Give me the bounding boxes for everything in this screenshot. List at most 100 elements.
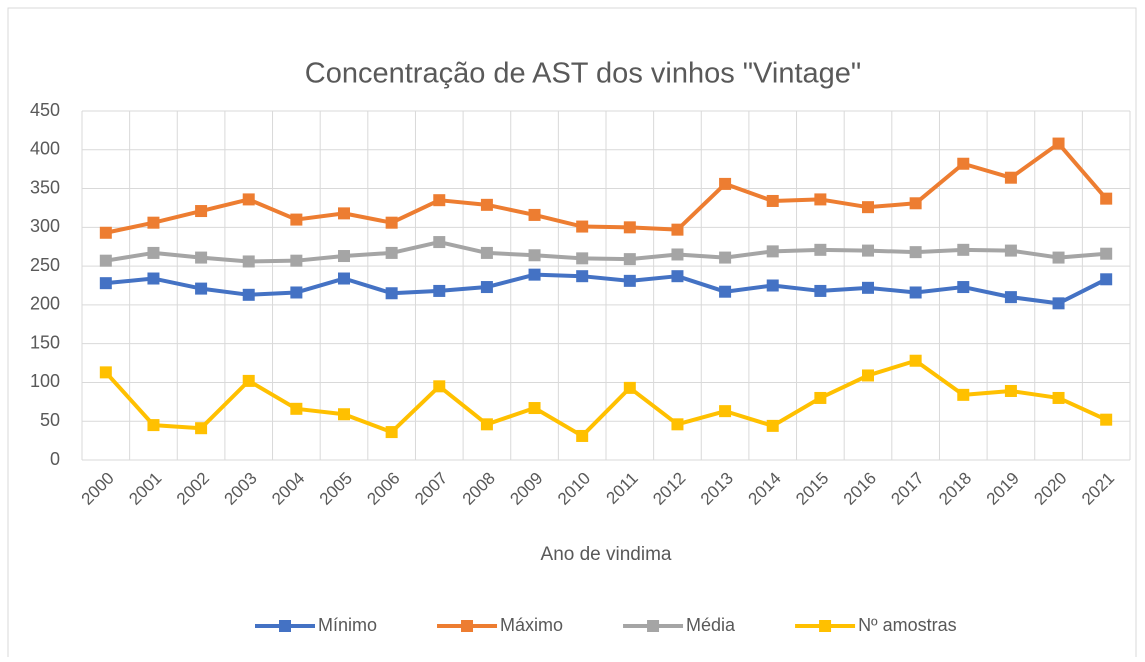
point-marker (671, 270, 684, 283)
point-marker (99, 366, 112, 379)
point-marker (147, 419, 160, 432)
chart-title: Concentração de AST dos vinhos "Vintage" (305, 58, 861, 90)
point-marker (338, 207, 350, 220)
y-tick-label: 150 (30, 332, 60, 352)
y-tick-label: 300 (30, 216, 60, 236)
point-marker (1100, 247, 1113, 260)
point-marker (814, 391, 827, 404)
point-marker (385, 287, 398, 300)
point-marker (147, 216, 160, 229)
point-marker (480, 246, 493, 259)
point-marker (1004, 244, 1017, 257)
point-marker (195, 251, 208, 264)
point-marker (385, 426, 398, 439)
point-marker (433, 380, 446, 393)
y-tick-label: 200 (30, 294, 60, 314)
legend-label: Média (686, 615, 736, 635)
legend-marker (819, 620, 832, 632)
point-marker (290, 213, 303, 226)
point-marker (623, 381, 636, 394)
y-tick-label: 100 (30, 371, 60, 391)
point-marker (957, 157, 970, 170)
point-marker (957, 281, 970, 294)
point-marker (1004, 291, 1017, 304)
point-marker (1004, 384, 1017, 397)
legend-label: Máximo (500, 615, 563, 635)
point-marker (719, 251, 732, 264)
point-marker (528, 268, 541, 281)
point-marker (1100, 192, 1113, 205)
point-marker (1052, 137, 1065, 150)
series-line (105, 240, 1107, 264)
chart-border (7, 7, 1137, 662)
point-marker (480, 418, 493, 431)
point-marker (766, 194, 779, 207)
point-marker (147, 272, 160, 285)
point-marker (623, 274, 636, 287)
point-marker (814, 193, 827, 206)
point-marker (957, 388, 970, 401)
point-marker (242, 288, 255, 301)
point-marker (528, 208, 541, 221)
point-marker (338, 408, 350, 421)
point-marker (766, 279, 779, 292)
point-marker (623, 253, 636, 266)
legend-marker (461, 620, 474, 632)
point-marker (1100, 413, 1113, 426)
point-marker (719, 177, 732, 190)
point-marker (242, 374, 255, 387)
point-marker (719, 405, 732, 418)
point-marker (909, 286, 922, 299)
point-marker (242, 255, 255, 268)
point-marker (385, 246, 398, 259)
point-marker (147, 246, 160, 259)
point-marker (909, 246, 922, 259)
x-axis-title: Ano de vindima (541, 544, 672, 565)
point-marker (1052, 297, 1065, 310)
point-marker (480, 198, 493, 211)
series-line (105, 141, 1108, 235)
point-marker (1052, 391, 1065, 404)
point-marker (576, 270, 589, 283)
point-marker (99, 277, 112, 290)
point-marker (862, 281, 874, 294)
y-tick-label: 0 (50, 449, 60, 469)
point-marker (576, 252, 589, 265)
point-marker (338, 250, 350, 263)
point-marker (195, 422, 208, 435)
point-marker (290, 254, 303, 267)
point-marker (576, 429, 589, 442)
point-marker (290, 402, 303, 415)
point-marker (433, 284, 446, 297)
point-marker (576, 220, 589, 233)
point-marker (1052, 251, 1065, 264)
point-marker (290, 286, 303, 299)
point-marker (909, 354, 922, 367)
y-tick-label: 400 (30, 139, 60, 159)
legend-label: Nº amostras (858, 615, 957, 635)
point-marker (766, 245, 779, 258)
point-marker (195, 282, 208, 295)
point-marker (242, 193, 255, 206)
point-marker (766, 419, 779, 432)
point-marker (862, 201, 874, 214)
point-marker (385, 216, 398, 229)
point-marker (814, 243, 827, 256)
legend-marker (279, 620, 291, 632)
point-marker (671, 248, 684, 261)
series-line (105, 272, 1108, 306)
point-marker (909, 197, 922, 210)
point-marker (671, 418, 684, 431)
point-marker (957, 243, 970, 256)
point-marker (480, 281, 493, 294)
point-marker (719, 285, 732, 298)
y-tick-label: 450 (30, 100, 60, 120)
point-marker (195, 205, 208, 218)
point-marker (862, 244, 874, 257)
point-marker (528, 249, 541, 262)
y-tick-label: 250 (30, 255, 60, 275)
legend-marker (647, 620, 660, 632)
point-marker (671, 223, 684, 236)
series-line (104, 358, 1108, 438)
